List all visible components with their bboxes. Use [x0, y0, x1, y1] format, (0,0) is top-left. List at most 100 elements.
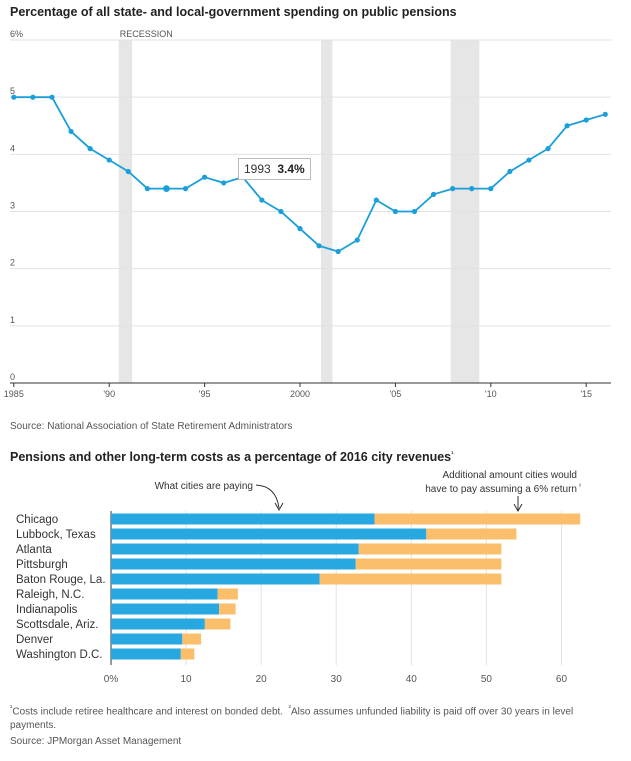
- annotation-additional-line1: Additional amount cities would: [442, 470, 577, 481]
- title-footnote-marker: ¹: [451, 450, 454, 458]
- annotation-additional-line2: have to pay assuming a 6% return: [425, 484, 577, 495]
- x-tick-label: '10: [485, 389, 497, 399]
- footnote-marker-2: ²: [288, 705, 291, 712]
- bar-paying: [111, 648, 181, 660]
- bar-additional: [319, 573, 502, 585]
- y-tick-label: 1: [10, 315, 15, 325]
- bar-paying: [111, 513, 375, 525]
- data-point: [144, 186, 150, 192]
- footnotes: ¹Costs include retiree healthcare and in…: [10, 702, 600, 733]
- bar-additional: [204, 618, 231, 630]
- y-tick-label: 2: [10, 258, 15, 268]
- x-tick-label: '90: [103, 389, 115, 399]
- pension-chart-source: Source: National Association of State Re…: [10, 421, 293, 432]
- city-label: Lubbock, Texas: [16, 529, 96, 541]
- cities-stacked-bar-chart: 0% 10 20 30 40 50 60 Chicago Lubbock, Texas Atlan…: [16, 470, 581, 685]
- tooltip-year: 1993: [244, 162, 271, 176]
- x-tick-label: '05: [390, 389, 402, 399]
- footnote-2: Also assumes unfunded liability is paid …: [10, 706, 574, 732]
- city-label: Scottsdale, Ariz.: [16, 619, 98, 631]
- x-tick-label: 2000: [290, 389, 310, 399]
- bar-additional: [358, 543, 502, 555]
- bar-paying: [111, 528, 427, 540]
- data-point: [49, 94, 55, 100]
- x-tick-label: 60: [556, 674, 568, 685]
- city-label: Baton Rouge, La.: [16, 574, 106, 586]
- x-tick-label: 30: [331, 674, 343, 685]
- data-point: [583, 117, 589, 123]
- bar-additional: [355, 558, 502, 570]
- recession-label: RECESSION: [120, 29, 173, 39]
- data-point: [30, 94, 36, 100]
- data-point: [125, 168, 131, 175]
- bar-additional: [182, 633, 202, 645]
- bar-paying: [111, 633, 183, 645]
- x-tick-label: 10: [181, 674, 193, 685]
- city-label: Pittsburgh: [16, 559, 68, 571]
- x-tick-label: 0%: [104, 674, 119, 685]
- footnote-1: Costs include retiree healthcare and int…: [12, 706, 284, 718]
- data-point: [430, 191, 437, 197]
- tooltip-value: 3.4%: [277, 162, 305, 176]
- data-point: [469, 186, 475, 192]
- data-point: [221, 180, 227, 186]
- bar-additional: [217, 588, 238, 600]
- highlighted-point: [163, 185, 170, 193]
- cities-chart-title: Pensions and other long-term costs as a …: [10, 450, 453, 464]
- annotation-paying-arrow: [255, 484, 280, 509]
- data-point: [278, 208, 284, 215]
- data-point: [106, 157, 112, 163]
- annotation-marker: ²: [579, 484, 581, 490]
- cities-chart-title-text: Pensions and other long-term costs as a …: [10, 450, 452, 464]
- city-label: Indianapolis: [16, 604, 78, 616]
- bar-additional: [374, 513, 581, 525]
- city-label: Washington D.C.: [16, 649, 103, 661]
- data-tooltip: 1993 3.4%: [238, 158, 311, 180]
- data-point: [335, 248, 341, 255]
- x-tick-label: 1985: [4, 389, 24, 399]
- y-tick-label: 0: [10, 372, 15, 382]
- data-point: [411, 208, 418, 215]
- data-point: [392, 208, 399, 215]
- x-tick-label: '95: [199, 389, 211, 399]
- annotation-additional-arrowhead: [513, 503, 523, 513]
- data-point: [182, 186, 189, 192]
- city-label: Raleigh, N.C.: [16, 589, 84, 601]
- footnote-marker-1: ¹: [10, 705, 13, 712]
- y-tick-label: 6%: [10, 29, 23, 39]
- x-tick-label: 20: [256, 674, 268, 685]
- bar-paying: [111, 558, 356, 570]
- data-point: [526, 157, 532, 163]
- data-point: [564, 123, 570, 129]
- bar-additional: [180, 648, 195, 660]
- pension-series-line: [13, 96, 606, 253]
- data-point: [602, 111, 608, 117]
- data-point: [259, 197, 265, 203]
- data-point: [545, 146, 551, 152]
- annotation-paying: What cities are paying: [155, 481, 253, 492]
- data-point: [507, 168, 513, 175]
- data-point: [316, 243, 322, 249]
- cities-chart-source: Source: JPMorgan Asset Management: [10, 736, 182, 747]
- data-point: [11, 94, 17, 100]
- y-tick-label: 3: [10, 201, 15, 211]
- y-tick-label: 4: [10, 143, 15, 153]
- data-point: [488, 186, 494, 192]
- bar-paying: [111, 543, 359, 555]
- city-label: Denver: [16, 634, 53, 646]
- city-label: Chicago: [16, 514, 58, 526]
- bar-paying: [111, 603, 220, 615]
- pension-chart-title: Percentage of all state- and local-gover…: [10, 5, 457, 19]
- data-point: [87, 146, 93, 152]
- data-point: [68, 128, 74, 135]
- x-tick-label: 40: [406, 674, 418, 685]
- data-point: [297, 226, 303, 232]
- data-point: [202, 174, 208, 180]
- bar-additional: [219, 603, 236, 615]
- bar-paying: [111, 573, 320, 585]
- x-tick-label: 50: [481, 674, 493, 685]
- bar-paying: [111, 618, 205, 630]
- bar-additional: [426, 528, 517, 540]
- annotation-paying-arrowhead: [274, 502, 284, 512]
- data-point: [373, 197, 379, 203]
